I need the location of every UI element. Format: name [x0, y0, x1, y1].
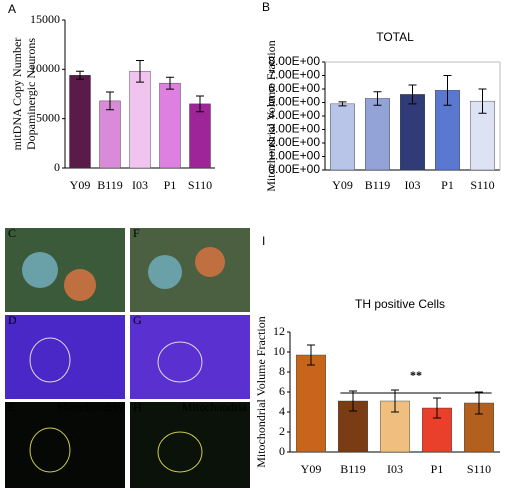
y-tick-label: 3.00E+00 — [268, 122, 320, 136]
error-bar — [136, 59, 144, 83]
y-tick-label: 10000 — [30, 61, 60, 75]
y-tick-label: 5000 — [36, 110, 60, 124]
panel-label: H — [133, 400, 142, 414]
panel-label: B — [262, 0, 270, 14]
x-tick-label: S110 — [470, 178, 494, 192]
y-tick-label: 6 — [279, 384, 285, 398]
error-bar — [307, 344, 315, 366]
y-tick-label: 6.00E+00 — [268, 81, 320, 95]
x-tick-label: Y09 — [301, 462, 322, 476]
bar — [189, 103, 211, 169]
panel-label: E — [8, 400, 15, 414]
y-axis-label: Mitochondrial Volume Fraction — [254, 316, 268, 468]
bar — [69, 75, 91, 169]
error-bar — [475, 391, 483, 415]
bar — [99, 100, 121, 169]
y-tick-label: 7.00E+00 — [268, 68, 320, 82]
y-tick-label: 8 — [279, 364, 285, 378]
image-panels — [5, 228, 250, 488]
panel-label: I — [262, 234, 265, 248]
image-caption: Mitochondria — [182, 400, 248, 414]
y-tick-label: 12 — [273, 324, 285, 338]
nucleus — [64, 269, 96, 301]
x-tick-label: B119 — [97, 178, 123, 192]
error-bar — [338, 101, 347, 107]
bar — [129, 71, 151, 169]
y-tick-label: 8.00E+00 — [268, 54, 320, 68]
bar — [400, 94, 425, 171]
micrograph — [130, 315, 250, 399]
error-bar — [349, 390, 357, 412]
y-tick-label: 10 — [273, 344, 285, 358]
panel-label: G — [133, 313, 142, 327]
error-bar — [408, 84, 417, 105]
annotation: ** — [410, 368, 422, 382]
chart-title: TOTAL — [376, 30, 414, 44]
error-bar — [76, 70, 84, 80]
error-bar — [373, 91, 382, 106]
nucleus — [148, 255, 182, 289]
cell-outline — [29, 427, 71, 473]
panel-label: A — [8, 2, 16, 16]
x-tick-label: B119 — [340, 462, 366, 476]
error-bar — [106, 91, 114, 111]
y-tick-label: 5.00E+00 — [268, 95, 320, 109]
error-bar — [391, 389, 399, 413]
y-tick-label: 2.00E+00 — [268, 135, 320, 149]
y-tick-label: 4 — [279, 404, 285, 418]
micrograph — [5, 315, 125, 399]
y-tick-label: 0 — [54, 160, 60, 174]
error-bar — [166, 76, 174, 90]
x-tick-label: B119 — [365, 178, 391, 192]
micrograph — [130, 402, 250, 488]
bar — [365, 98, 390, 171]
y-tick-label: 4.00E+00 — [268, 108, 320, 122]
y-tick-label: 0 — [279, 444, 285, 458]
y-axis-label: Dopaminergic Neurons — [24, 38, 38, 150]
y-tick-label: 2 — [279, 424, 285, 438]
x-tick-label: P1 — [441, 178, 454, 192]
y-tick-label: 15000 — [30, 12, 60, 26]
x-tick-label: S110 — [188, 178, 212, 192]
y-tick-label: 1.00E+00 — [268, 149, 320, 163]
error-bar — [433, 397, 441, 419]
panel-label: C — [8, 226, 16, 240]
x-tick-label: Y09 — [332, 178, 353, 192]
cell-outline — [29, 337, 71, 383]
panel-label: D — [8, 313, 17, 327]
micrograph — [130, 228, 250, 312]
image-caption: Mitochondria — [57, 400, 123, 414]
bar — [296, 354, 326, 453]
bar — [159, 82, 181, 169]
cell-outline — [157, 431, 203, 473]
y-tick-label: 0.00E+00 — [268, 162, 320, 176]
nucleus — [195, 247, 225, 277]
cell-outline — [157, 341, 203, 383]
x-tick-label: S110 — [467, 462, 491, 476]
error-bar — [443, 75, 452, 106]
x-tick-label: I03 — [405, 178, 421, 192]
error-bar — [196, 95, 204, 113]
micrograph — [5, 402, 125, 488]
x-tick-label: P1 — [164, 178, 177, 192]
y-axis-label: mitDNA Copy Number — [10, 38, 24, 151]
panel-label: F — [133, 226, 140, 240]
nucleus — [22, 252, 58, 288]
x-tick-label: P1 — [431, 462, 444, 476]
x-tick-label: Y09 — [70, 178, 91, 192]
chart-title: TH positive Cells — [355, 297, 445, 311]
error-bar — [478, 88, 487, 114]
x-tick-label: I03 — [387, 462, 403, 476]
bar — [330, 103, 355, 171]
x-tick-label: I03 — [132, 178, 148, 192]
y-axis-label: Mitochondrial Volume Fraction — [264, 40, 278, 192]
